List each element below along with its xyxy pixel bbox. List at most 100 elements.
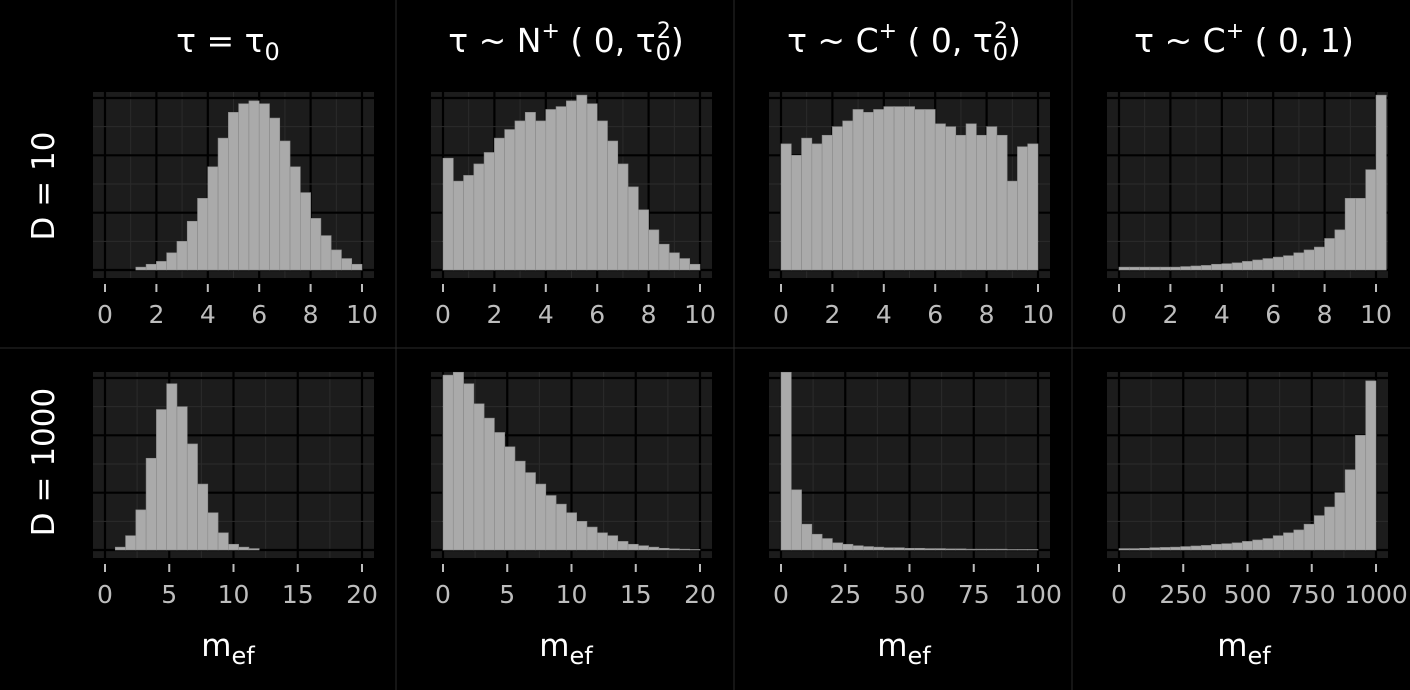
histogram-panel: 0 2 4 6 8 10 <box>1107 92 1392 329</box>
histogram-bar <box>341 258 353 271</box>
histogram-bar <box>965 123 977 271</box>
histogram-bar <box>1344 198 1356 271</box>
x-tick-label: 15 <box>620 580 652 609</box>
histogram-bar <box>1231 262 1243 271</box>
histogram-bar <box>351 263 363 271</box>
histogram-panel: 0 2 4 6 8 10 <box>93 92 378 329</box>
col-title-2: τ ~ N+ ( 0, τ02) <box>448 19 683 66</box>
histogram-bar <box>596 120 608 271</box>
x-tick-label: 25 <box>829 580 861 609</box>
histogram-bar <box>1231 542 1243 551</box>
histogram-bar <box>617 541 629 551</box>
x-tick-label: 20 <box>684 580 716 609</box>
histogram-bar <box>842 120 854 271</box>
x-tick-label: 0 <box>435 300 451 329</box>
x-tick-label: 4 <box>538 300 554 329</box>
histogram-bar <box>566 100 577 271</box>
x-tick-label: 100 <box>1014 580 1062 609</box>
histogram-bar <box>1149 547 1161 551</box>
histogram-bar <box>524 112 536 271</box>
histogram-bar <box>648 229 660 271</box>
histogram-bar <box>566 512 577 551</box>
histogram-bar <box>186 443 198 551</box>
histogram-bar <box>156 409 167 551</box>
histogram-bar <box>248 100 260 271</box>
histogram-bar <box>1242 261 1253 271</box>
histogram-bar <box>627 186 639 271</box>
histogram-bar <box>238 546 250 551</box>
histogram-bar <box>1262 258 1274 271</box>
histogram-bar <box>821 538 833 551</box>
histogram-bar <box>1293 252 1305 271</box>
histogram-bar <box>207 512 219 551</box>
x-axis-label: mef <box>201 628 255 670</box>
x-tick-label: 8 <box>303 300 319 329</box>
histogram-bar <box>801 137 813 271</box>
histogram-bar <box>607 535 619 551</box>
histogram-bar <box>852 545 864 551</box>
x-tick-label: 2 <box>824 300 840 329</box>
histogram-bar <box>1017 549 1029 551</box>
x-tick-label: 8 <box>641 300 657 329</box>
histogram-bar <box>780 371 792 551</box>
histogram-bar <box>145 263 157 271</box>
histogram-bar <box>269 117 281 271</box>
x-tick-label: 10 <box>556 580 588 609</box>
histogram-panel: 0 5 10 15 20 <box>93 372 378 609</box>
histogram-bar <box>1272 256 1284 271</box>
col-title-1: τ = τ0 <box>176 21 280 66</box>
histogram-bar <box>904 106 915 271</box>
histogram-bar <box>1190 545 1202 551</box>
histogram-bar <box>494 432 505 551</box>
x-tick-label: 8 <box>979 300 995 329</box>
histogram-bar <box>668 252 680 271</box>
histogram-bar <box>945 126 957 271</box>
histogram-bar <box>976 134 987 271</box>
histogram-bar <box>607 140 619 271</box>
histogram-bar <box>1314 246 1325 271</box>
histogram-bar <box>452 371 464 551</box>
histogram-bar <box>934 548 946 551</box>
histogram-panel: 0 250 500 750 1000 <box>1107 372 1408 609</box>
histogram-panel: 0 2 4 6 8 10 <box>431 92 716 329</box>
histogram-bar <box>217 532 229 551</box>
histogram-bar <box>1170 266 1181 271</box>
histogram-bar <box>658 547 670 551</box>
histogram-bar <box>176 241 188 271</box>
histogram-bar <box>689 549 701 551</box>
histogram-bar <box>1139 266 1151 271</box>
histogram-bar <box>1200 265 1212 271</box>
histogram-bar <box>1118 548 1130 551</box>
histogram-bar <box>545 109 557 271</box>
histogram-bar <box>1159 547 1171 551</box>
histogram-bar <box>893 547 905 551</box>
histogram-bar <box>1283 255 1295 271</box>
histogram-bar <box>1027 143 1039 271</box>
x-tick-label: 4 <box>876 300 892 329</box>
histogram-bar <box>1221 263 1233 271</box>
histogram-bar <box>145 457 157 551</box>
histogram-bar <box>821 134 833 271</box>
x-tick-label: 0 <box>773 300 789 329</box>
histogram-bar <box>914 547 926 551</box>
x-tick-label: 6 <box>589 300 605 329</box>
histogram-bar <box>1149 266 1161 271</box>
histogram-bar <box>955 548 967 551</box>
histogram-bar <box>504 446 516 551</box>
histogram-bar <box>197 483 209 551</box>
histogram-panels: 0 2 4 6 8 10 0 2 4 6 8 10 0 2 4 6 8 10 0 2 4 6 8 100 5 10 15 20 0 5 10… <box>93 92 1408 609</box>
histogram-bar <box>1180 266 1192 271</box>
histogram-bar <box>801 523 813 551</box>
histogram-bar <box>1303 523 1315 551</box>
histogram-bar <box>862 546 874 551</box>
histogram-bar <box>924 548 936 551</box>
x-tick-label: 15 <box>282 580 314 609</box>
histogram-bar <box>811 533 823 551</box>
x-tick-label: 5 <box>499 580 515 609</box>
histogram-bar <box>1344 469 1356 551</box>
histogram-bar <box>483 417 495 551</box>
histogram-bar <box>1334 492 1346 551</box>
histogram-bar <box>535 120 547 271</box>
histogram-bar <box>1324 238 1336 271</box>
